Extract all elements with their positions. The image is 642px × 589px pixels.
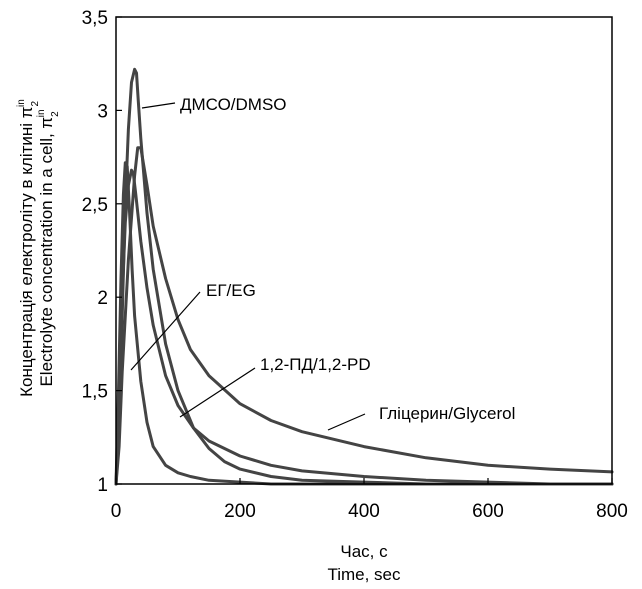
annotation-leader-pd [179, 367, 256, 418]
y-tick-label: 1 [97, 475, 108, 496]
x-tick-label: 800 [596, 501, 628, 522]
annotation-dmso: ДМСО/DMSO [180, 95, 287, 114]
series-line-1 [114, 161, 614, 486]
x-axis-label-en: Time, sec [327, 565, 401, 584]
y-tick-label: 3 [97, 101, 108, 122]
x-tick-label: 0 [111, 501, 122, 522]
y-axis-label-ua-group: Концентрація електроліту в клітині π2in [16, 99, 41, 397]
y-tick-label: 2,5 [82, 195, 108, 216]
annotation-glycerol: Гліцерин/Glycerol [379, 404, 515, 423]
x-axis: 0 200 400 600 800 [111, 478, 628, 522]
y-tick-label: 1,5 [82, 382, 108, 403]
y-axis: 1 1,5 2 2,5 3 3,5 [82, 8, 122, 496]
series-group [114, 67, 614, 486]
y-tick-label: 2 [97, 288, 108, 309]
y-axis-label-en: Electrolyte concentration in a cell, π2i… [36, 109, 61, 386]
series-line-2 [114, 168, 614, 486]
annotation-leader-eg [130, 291, 201, 371]
series-line-3 [114, 146, 614, 486]
series-line-0 [114, 67, 614, 486]
y-tick-label: 3,5 [82, 8, 108, 29]
annotation-leader-dmso [141, 102, 176, 109]
x-tick-label: 600 [472, 501, 504, 522]
y-axis-label-en-group: Electrolyte concentration in a cell, π2i… [36, 109, 61, 386]
y-axis-label-ua: Концентрація електроліту в клітині π2in [16, 99, 41, 397]
annotation-eg: ЕГ/EG [206, 281, 256, 300]
annotation-pd: 1,2-ПД/1,2-PD [260, 355, 371, 374]
x-tick-label: 200 [224, 501, 256, 522]
x-axis-label-ua: Час, с [340, 542, 388, 561]
annotation-leader-glycerol [327, 413, 366, 431]
x-tick-label: 400 [348, 501, 380, 522]
